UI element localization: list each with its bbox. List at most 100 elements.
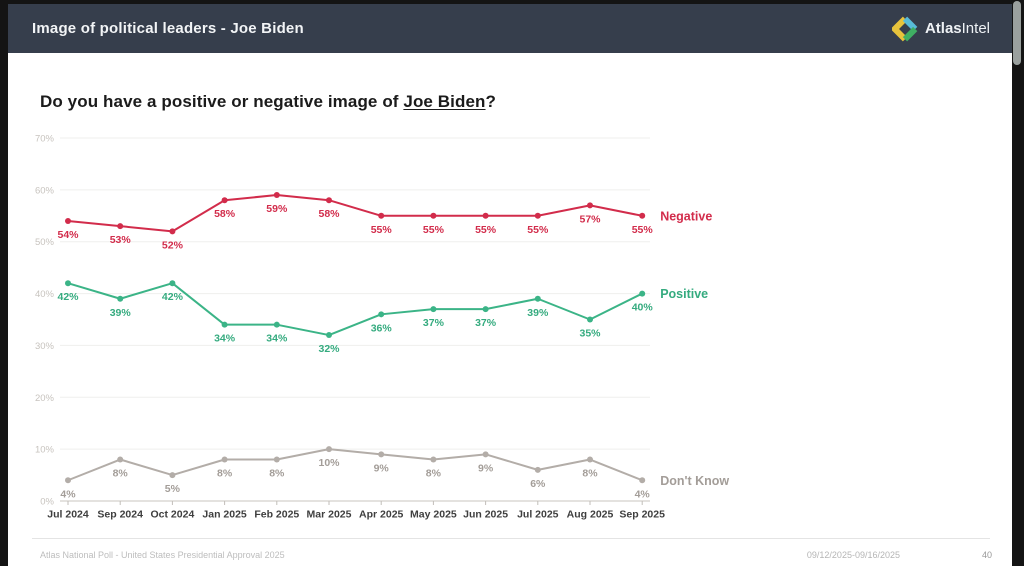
dont-know-value-label: 6%	[530, 478, 546, 490]
negative-point	[639, 212, 646, 219]
x-axis-label: Jul 2024	[47, 509, 89, 521]
y-axis-label: 40%	[35, 289, 55, 300]
negative-point	[117, 223, 124, 230]
dont-know-point	[587, 456, 593, 463]
y-axis-label: 50%	[35, 237, 55, 248]
dont-know-point	[378, 451, 385, 458]
positive-line	[67, 282, 643, 337]
x-axis-label: Sep 2024	[97, 509, 143, 521]
negative-value-label: 53%	[110, 234, 132, 246]
brand-name: AtlasIntel	[925, 20, 990, 37]
question-subject: Joe Biden	[403, 92, 486, 111]
y-axis-label: 10%	[35, 445, 55, 456]
dont-know-series-label: Don't Know	[660, 474, 729, 488]
positive-value-label: 32%	[318, 343, 340, 355]
footer-divider	[32, 538, 990, 539]
dont-know-value-label: 9%	[374, 462, 390, 474]
positive-value-label: 42%	[162, 291, 184, 303]
footer-date-range: 09/12/2025-09/16/2025	[806, 550, 900, 560]
positive-value-label: 35%	[579, 328, 601, 340]
dont-know-value-label: 10%	[318, 457, 340, 469]
negative-value-label: 55%	[475, 224, 497, 236]
y-axis-label: 20%	[35, 393, 55, 404]
dont-know-point	[273, 456, 280, 463]
slide-footer: Atlas National Poll - United States Pres…	[8, 547, 1012, 563]
negative-line	[67, 194, 643, 233]
negative-point	[169, 228, 176, 235]
negative-value-label: 59%	[266, 203, 288, 215]
dont-know-value-label: 8%	[426, 468, 442, 480]
negative-point	[378, 212, 385, 219]
brand-name-regular: Intel	[961, 20, 990, 37]
y-axis-label: 60%	[35, 185, 55, 196]
x-axis-label: Mar 2025	[307, 509, 352, 521]
positive-value-label: 34%	[266, 333, 288, 345]
x-axis-label: Apr 2025	[359, 509, 404, 521]
question-title: Do you have a positive or negative image…	[40, 92, 496, 112]
y-axis-label: 70%	[35, 134, 55, 145]
dont-know-value-label: 4%	[60, 488, 76, 500]
negative-point	[221, 197, 228, 204]
positive-point	[273, 321, 280, 328]
dont-know-point	[639, 477, 646, 484]
dont-know-value-label: 5%	[165, 483, 181, 495]
positive-value-label: 37%	[475, 317, 497, 329]
negative-point	[482, 212, 489, 219]
slide: Image of political leaders - Joe Biden A…	[8, 4, 1012, 566]
negative-point	[326, 197, 332, 204]
positive-value-label: 42%	[57, 291, 79, 303]
positive-point	[482, 306, 489, 313]
dont-know-line	[67, 448, 643, 482]
x-axis-label: Jun 2025	[463, 509, 508, 521]
positive-point	[117, 295, 124, 302]
positive-point	[639, 290, 646, 297]
dont-know-value-label: 8%	[217, 468, 233, 480]
brand: AtlasIntel	[891, 16, 990, 42]
positive-point	[587, 316, 593, 323]
negative-series-label: Negative	[660, 209, 712, 223]
line-chart: 0% 10% 20% 30% 40% 50% 60% 70% Jul 2024 Sep 2024 O…	[35, 134, 729, 521]
brand-name-bold: Atlas	[924, 20, 962, 37]
y-axis-label: 30%	[35, 341, 55, 352]
positive-value-label: 34%	[214, 333, 236, 345]
negative-point	[430, 212, 437, 219]
y-axis-label: 0%	[40, 497, 54, 508]
dont-know-point	[534, 466, 541, 473]
dont-know-value-label: 9%	[478, 462, 494, 474]
positive-value-label: 37%	[423, 317, 445, 329]
question-suffix: ?	[485, 92, 497, 111]
x-axis-label: May 2025	[410, 509, 457, 521]
positive-point	[534, 295, 541, 302]
footer-source: Atlas National Poll - United States Pres…	[40, 550, 285, 560]
positive-point	[378, 311, 385, 318]
dont-know-point	[221, 456, 228, 463]
footer-page-number: 40	[981, 550, 992, 560]
dont-know-value-label: 8%	[582, 468, 598, 480]
scrollbar-track[interactable]	[1012, 0, 1024, 566]
negative-value-label: 54%	[57, 229, 79, 241]
negative-value-label: 55%	[371, 224, 393, 236]
positive-value-label: 36%	[371, 322, 393, 334]
negative-point	[587, 202, 593, 209]
positive-point	[169, 280, 176, 287]
positive-series-label: Positive	[660, 287, 708, 301]
x-axis-label: Feb 2025	[254, 509, 299, 521]
positive-value-label: 39%	[527, 307, 549, 319]
x-axis-label: Jan 2025	[202, 509, 247, 521]
atlasintel-logo-icon	[891, 16, 918, 41]
scrollbar-thumb[interactable]	[1013, 1, 1021, 65]
page-title: Image of political leaders - Joe Biden	[32, 20, 304, 37]
negative-value-label: 57%	[579, 213, 601, 225]
positive-point	[326, 332, 332, 339]
dont-know-value-label: 4%	[635, 488, 651, 500]
positive-point	[430, 306, 437, 313]
dont-know-point	[65, 477, 71, 484]
positive-point	[221, 321, 228, 328]
dont-know-point	[169, 472, 176, 479]
x-axis-label: Oct 2024	[151, 509, 195, 521]
positive-point	[65, 280, 71, 287]
negative-value-label: 55%	[632, 224, 654, 236]
positive-value-label: 40%	[632, 302, 654, 314]
x-axis-label: Sep 2025	[619, 509, 665, 521]
